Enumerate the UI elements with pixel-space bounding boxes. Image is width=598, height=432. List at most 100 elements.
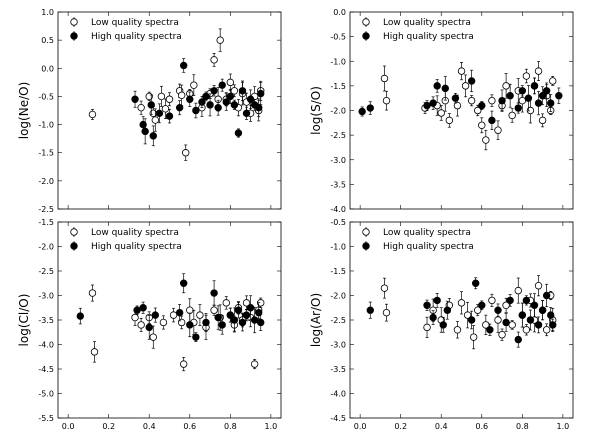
high-quality-point — [202, 92, 210, 101]
low-quality-point — [380, 74, 389, 83]
low-quality-point — [538, 116, 547, 125]
low-quality-point — [131, 313, 139, 322]
high-quality-point — [423, 301, 431, 309]
x-tick-label: 0.6 — [475, 422, 488, 431]
high-quality-point — [547, 311, 555, 319]
legend-marker — [70, 242, 78, 250]
x-tick-label: 0.0 — [62, 422, 75, 431]
low-quality-point — [169, 311, 178, 319]
high-quality-point — [155, 109, 164, 118]
y-tick-label: 0.0 — [41, 64, 54, 73]
y-tick-label: -0.5 — [330, 218, 346, 227]
low-quality-point — [190, 81, 198, 89]
low-quality-point — [226, 78, 235, 87]
y-tick-label: -1.5 — [330, 267, 346, 276]
y-axis-label: log(Ar/O) — [309, 293, 323, 347]
low-quality-point — [502, 82, 510, 90]
high-quality-point — [210, 289, 218, 297]
low-quality-point — [437, 109, 445, 117]
high-quality-point — [534, 99, 543, 107]
low-quality-point — [182, 149, 190, 157]
low-quality-point — [457, 299, 466, 307]
high-quality-point — [530, 82, 539, 90]
high-quality-point — [547, 99, 555, 107]
high-quality-point — [147, 101, 155, 109]
chart-panel-3: -5.5 -5.0 -4.5 -4.0 -3.5 -3.0 -2.5 -2.0 -1.5 0.0 0… — [17, 218, 282, 431]
low-quality-point — [151, 116, 160, 124]
high-quality-point — [471, 279, 480, 287]
low-quality-point — [457, 67, 466, 75]
low-quality-point — [453, 101, 462, 110]
low-quality-point — [463, 311, 472, 319]
legend-marker — [362, 18, 370, 26]
low-quality-point — [482, 321, 490, 329]
high-quality-point — [366, 104, 374, 112]
low-quality-point — [210, 306, 218, 314]
high-quality-point — [192, 106, 200, 115]
low-quality-point — [222, 299, 230, 307]
plot-frame — [57, 11, 282, 210]
low-quality-point — [514, 286, 522, 295]
legend-label: High quality spectra — [91, 242, 182, 252]
x-tick-label: 0.0 — [354, 422, 367, 431]
low-quality-point — [216, 36, 224, 44]
high-quality-point — [433, 296, 441, 305]
x-tick-label: 0.6 — [183, 422, 196, 431]
legend-label: Low quality spectra — [383, 18, 471, 28]
high-quality-point — [222, 98, 230, 106]
low-quality-point — [210, 56, 218, 64]
y-tick-label: -3.5 — [330, 365, 346, 374]
y-tick-label: -4.5 — [38, 365, 54, 374]
high-quality-point — [202, 318, 210, 327]
high-quality-point — [358, 107, 366, 116]
high-quality-point — [488, 116, 496, 125]
x-tick-label: 1.0 — [264, 422, 277, 431]
legend-marker — [362, 228, 370, 236]
x-tick-label: 0.8 — [516, 422, 529, 431]
legend-marker — [362, 242, 370, 250]
high-quality-point — [246, 95, 255, 103]
x-tick-label: 0.4 — [143, 422, 156, 431]
low-quality-point — [488, 296, 496, 305]
high-quality-point — [226, 92, 235, 101]
high-quality-point — [192, 333, 200, 341]
low-quality-point — [453, 326, 462, 334]
high-quality-point — [230, 316, 239, 324]
low-quality-point — [137, 321, 145, 329]
y-tick-label: -2.0 — [38, 243, 54, 252]
low-quality-point — [161, 105, 170, 113]
high-quality-point — [175, 308, 184, 317]
high-quality-point — [149, 132, 157, 140]
high-quality-point — [494, 306, 502, 314]
y-tick-label: -2.0 — [330, 292, 346, 301]
legend-label: High quality spectra — [91, 32, 182, 42]
high-quality-point — [443, 306, 452, 314]
low-quality-point — [508, 111, 516, 120]
high-quality-point — [214, 313, 222, 322]
chart-panel-1: -2.5 -2.0 -1.5 -1.0 -0.5 0.0 0.5 1.0 log(Ne/O) Lo… — [17, 8, 282, 214]
high-quality-point — [186, 95, 194, 103]
legend-marker — [70, 18, 78, 26]
high-quality-point — [478, 101, 486, 110]
high-quality-point — [198, 98, 206, 106]
high-quality-point — [165, 112, 174, 120]
high-quality-point — [131, 95, 139, 103]
low-quality-point — [90, 348, 99, 356]
low-quality-point — [498, 331, 506, 339]
high-quality-point — [514, 335, 522, 344]
x-tick-label: 1.0 — [556, 422, 569, 431]
y-tick-label: -2.0 — [330, 107, 346, 116]
high-quality-point — [133, 306, 141, 314]
low-quality-point — [549, 77, 557, 85]
high-quality-point — [538, 306, 547, 314]
high-quality-point — [186, 321, 194, 329]
legend-label: Low quality spectra — [91, 18, 179, 28]
high-quality-point — [467, 77, 476, 85]
y-tick-label: -1.5 — [330, 82, 346, 91]
low-quality-point — [88, 289, 97, 297]
low-quality-point — [494, 126, 502, 134]
high-quality-point — [542, 291, 551, 300]
low-quality-point — [467, 96, 476, 105]
high-quality-point — [179, 61, 188, 70]
high-quality-point — [542, 87, 551, 95]
